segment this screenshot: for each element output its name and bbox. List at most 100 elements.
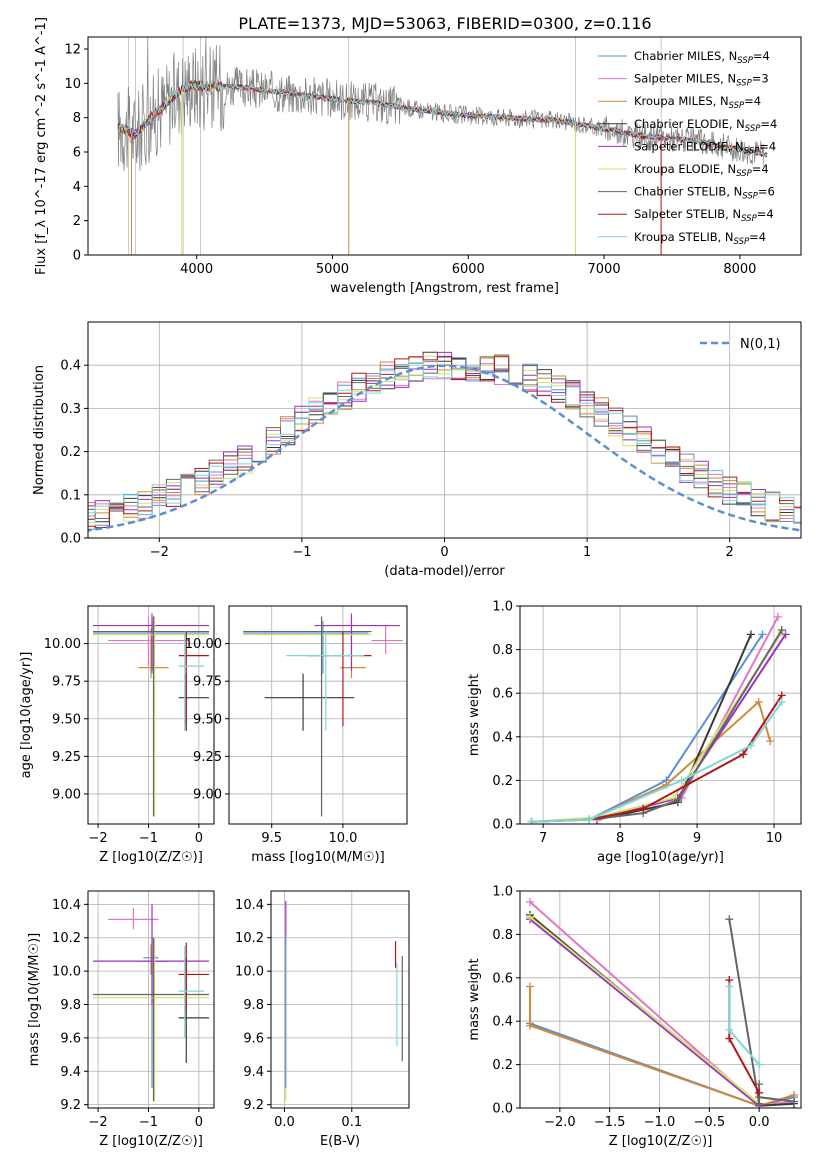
x-axis-label: Z [log10(Z/Z☉)] [99,850,203,865]
x-tick-label: 8000 [723,262,756,277]
y-tick-label: 0.8 [492,643,513,658]
plot-area [285,901,403,1102]
y-axis-label: Normed distribution [32,365,47,495]
y-axis-label: Flux [f_λ 10^-17 erg cm^-2 s^-1 A^-1] [34,17,49,275]
weight-line [728,919,795,1104]
x-tick-label: 8 [616,831,624,846]
x-tick-label: −1.5 [594,1115,626,1130]
x-tick-label: 0 [195,1115,203,1130]
weight-point [777,625,786,634]
histogram-salpeter-elodie [88,351,801,524]
weight-point [739,750,748,759]
figure-title: PLATE=1373, MJD=53063, FIBERID=0300, z=0… [238,14,651,33]
y-tick-label: 9.8 [243,998,264,1013]
legend-label: Salpeter STELIB, NSSP=4 [634,207,774,224]
y-tick-label: 9.00 [193,787,222,802]
x-tick-label: −1.0 [644,1115,676,1130]
y-tick-label: 9.4 [60,1065,81,1080]
histogram-kroupa-elodie [88,355,801,524]
y-tick-label: 10.4 [235,898,264,913]
y-tick-label: 10.00 [185,637,222,652]
chart-mass_vs_ebv: 0.0 0.1 9.2 9.4 9.6 9.8 10.0 10.2 10.4 E(B-V) [235,890,410,1149]
plot-area [527,612,790,824]
weight-point [725,1034,734,1043]
plot-area [243,613,403,817]
y-tick-label: 0.6 [492,687,513,702]
y-tick-label: 10.0 [52,965,81,980]
x-tick-label: −2 [150,545,169,560]
y-tick-label: 0 [73,249,81,264]
legend-label: Kroupa STELIB, NSSP=4 [634,230,766,247]
x-axis-label: Z [log10(Z/Z☉)] [609,1134,713,1149]
y-tick-label: 10.00 [44,637,81,652]
x-tick-label: 7000 [588,262,621,277]
y-tick-label: 0.4 [60,359,81,374]
axes-frame [87,605,215,825]
axes-frame [519,605,802,825]
y-tick-label: 9.2 [243,1098,264,1113]
weight-point [677,776,686,785]
weight-point [766,737,775,746]
weight-point [754,697,763,706]
y-axis-label: mass weight [467,958,482,1040]
weight-point [755,1088,764,1097]
weight-point [725,1025,734,1034]
plot-area [525,897,799,1108]
histogram-salpeter-stelib [88,355,801,528]
y-tick-label: 9.00 [52,787,81,802]
plot-area [93,904,209,1102]
weight-point [773,612,782,621]
axes: −2.0 −1.5 −1.0 −0.5 0.0 0.0 0.2 0.4 0.6 0.8 1.0 Z [… [467,885,802,1149]
x-tick-label: 0 [195,831,203,846]
x-tick-label: 5000 [316,262,349,277]
legend-label: Salpeter MILES, NSSP=3 [634,72,769,89]
y-tick-label: 10.4 [52,898,81,913]
y-axis-label: mass weight [467,674,482,756]
weight-point [525,982,534,991]
histogram-chabrier-miles [88,356,801,530]
axes: 4000 5000 6000 7000 8000 0 2 4 6 8 10 12 wavelength … [34,17,802,296]
weight-point [746,741,755,750]
y-tick-label: 10.2 [52,931,81,946]
legend-label: Chabrier ELODIE, NSSP=4 [634,117,777,134]
x-tick-label: 0.0 [749,1115,770,1130]
x-tick-label: 9.5 [261,831,282,846]
y-tick-label: 0.2 [492,1058,513,1073]
x-tick-label: −2 [88,831,107,846]
legend-label: Kroupa ELODIE, NSSP=4 [634,162,769,179]
y-tick-label: 9.2 [60,1098,81,1113]
x-tick-label: −2.0 [544,1115,576,1130]
y-tick-label: 9.50 [193,712,222,727]
y-tick-label: 0.2 [60,445,81,460]
x-tick-label: 10.0 [328,831,357,846]
weight-line [531,629,783,823]
axes: −2 −1 0 1 2 0.0 0.1 0.2 0.3 0.4 (data-model)/error… [32,321,802,579]
x-tick-label: 10 [766,831,783,846]
y-tick-label: 9.6 [243,1031,264,1046]
chart-age_vs_Z: −2 −1 0 9.00 9.25 9.50 9.75 10.00 Z [log10(Z/Z☉)… [19,605,215,865]
y-tick-label: 0.0 [492,1102,513,1117]
legend-label: Chabrier STELIB, NSSP=6 [634,185,775,202]
x-tick-label: −1 [292,545,311,560]
spectrum-legend: Chabrier MILES, NSSP=4 Salpeter MILES, NS… [598,49,777,247]
x-tick-label: −2 [88,1115,107,1130]
legend-label: Chabrier MILES, NSSP=4 [634,49,770,66]
y-tick-label: 4 [73,180,81,195]
y-tick-label: 9.4 [243,1065,264,1080]
normal-legend-label: N(0,1) [740,337,781,352]
axes: 7 8 9 10 0.0 0.2 0.4 0.6 0.8 1.0 age [log10(age/yr… [467,600,802,865]
weight-line [529,986,795,1107]
y-tick-label: 9.6 [60,1031,81,1046]
x-tick-label: −1 [139,1115,158,1130]
axes-frame [87,36,802,256]
x-axis-label: age [log10(age/yr)] [597,850,724,865]
x-tick-label: 4000 [180,262,213,277]
legend-label: Salpeter ELODIE, NSSP=4 [634,139,776,156]
y-tick-label: 9.75 [193,675,222,690]
normal-curve [88,364,801,532]
axes: 9.5 10.0 9.00 9.25 9.50 9.75 10.00 mass [log10(… [185,605,408,865]
weight-point [777,697,786,706]
grid-lines [88,322,801,539]
histogram-kroupa-miles [88,355,801,524]
weight-point [585,815,594,824]
